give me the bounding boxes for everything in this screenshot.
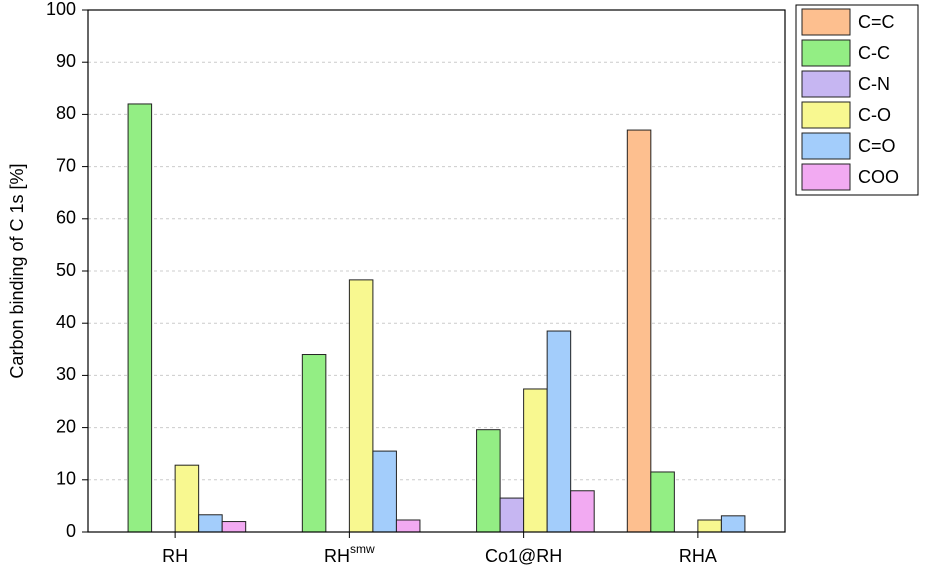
legend-label: COO bbox=[858, 167, 899, 187]
bar bbox=[697, 519, 722, 533]
bar bbox=[301, 354, 327, 533]
category-text: RH bbox=[162, 546, 188, 566]
bar bbox=[720, 515, 746, 533]
bar bbox=[221, 521, 247, 533]
y-tick-label: 10 bbox=[56, 469, 76, 489]
legend-label: C=C bbox=[858, 12, 895, 32]
legend-swatch bbox=[801, 101, 851, 129]
y-tick-label: 90 bbox=[56, 51, 76, 71]
bar bbox=[499, 497, 525, 533]
y-tick-label: 50 bbox=[56, 260, 76, 280]
y-axis-label: Carbon binding of C 1s [%] bbox=[7, 163, 27, 378]
legend-label: C-O bbox=[858, 105, 891, 125]
legend-swatch bbox=[801, 70, 851, 98]
bar bbox=[626, 129, 652, 533]
legend-label: C-C bbox=[858, 43, 890, 63]
plot-frame bbox=[87, 9, 786, 533]
legend-label: C-N bbox=[858, 74, 890, 94]
legend-label: C=O bbox=[858, 136, 896, 156]
y-tick-label: 0 bbox=[66, 521, 76, 541]
legend-swatch bbox=[801, 163, 851, 191]
legend-swatch bbox=[801, 8, 851, 36]
y-tick-label: 20 bbox=[56, 416, 76, 436]
y-tick-label: 70 bbox=[56, 155, 76, 175]
legend-swatch bbox=[801, 132, 851, 160]
y-tick-label: 30 bbox=[56, 364, 76, 384]
legend-box bbox=[795, 4, 919, 196]
bar bbox=[523, 388, 548, 533]
x-tick-label: RH bbox=[162, 546, 188, 566]
bar bbox=[198, 514, 223, 533]
bar bbox=[546, 330, 572, 533]
bar bbox=[127, 103, 153, 533]
x-tick-label: Co1@RH bbox=[485, 546, 562, 566]
category-text: RH bbox=[324, 546, 350, 566]
y-tick-label: 100 bbox=[46, 0, 76, 19]
bar bbox=[476, 429, 501, 533]
bar bbox=[650, 471, 675, 533]
bar bbox=[372, 450, 397, 533]
category-text: RHA bbox=[679, 546, 717, 566]
y-tick-label: 80 bbox=[56, 103, 76, 123]
bar bbox=[174, 464, 200, 533]
x-tick-label: RHsmw bbox=[324, 542, 375, 566]
category-superscript: smw bbox=[350, 542, 375, 556]
x-tick-label: RHA bbox=[679, 546, 717, 566]
y-tick-label: 60 bbox=[56, 208, 76, 228]
bar bbox=[348, 279, 374, 533]
legend-swatch bbox=[801, 39, 851, 67]
bar bbox=[395, 519, 421, 533]
bar bbox=[570, 490, 595, 533]
y-tick-label: 40 bbox=[56, 312, 76, 332]
category-text: Co1@RH bbox=[485, 546, 562, 566]
